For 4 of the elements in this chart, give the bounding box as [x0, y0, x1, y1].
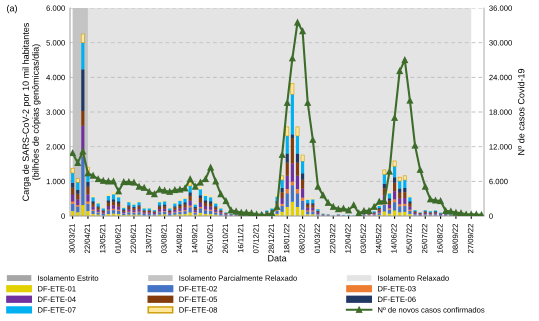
y-axis-title: Carga de SARS-CoV-2 por 10 mil habitantes (bilhões de cópias genômicas/dia) [22, 23, 41, 201]
x-axis-title: Data [268, 255, 287, 262]
y2-axis-title: Nº de casos Covid-19 [518, 68, 524, 155]
text: (a) [7, 4, 17, 14]
